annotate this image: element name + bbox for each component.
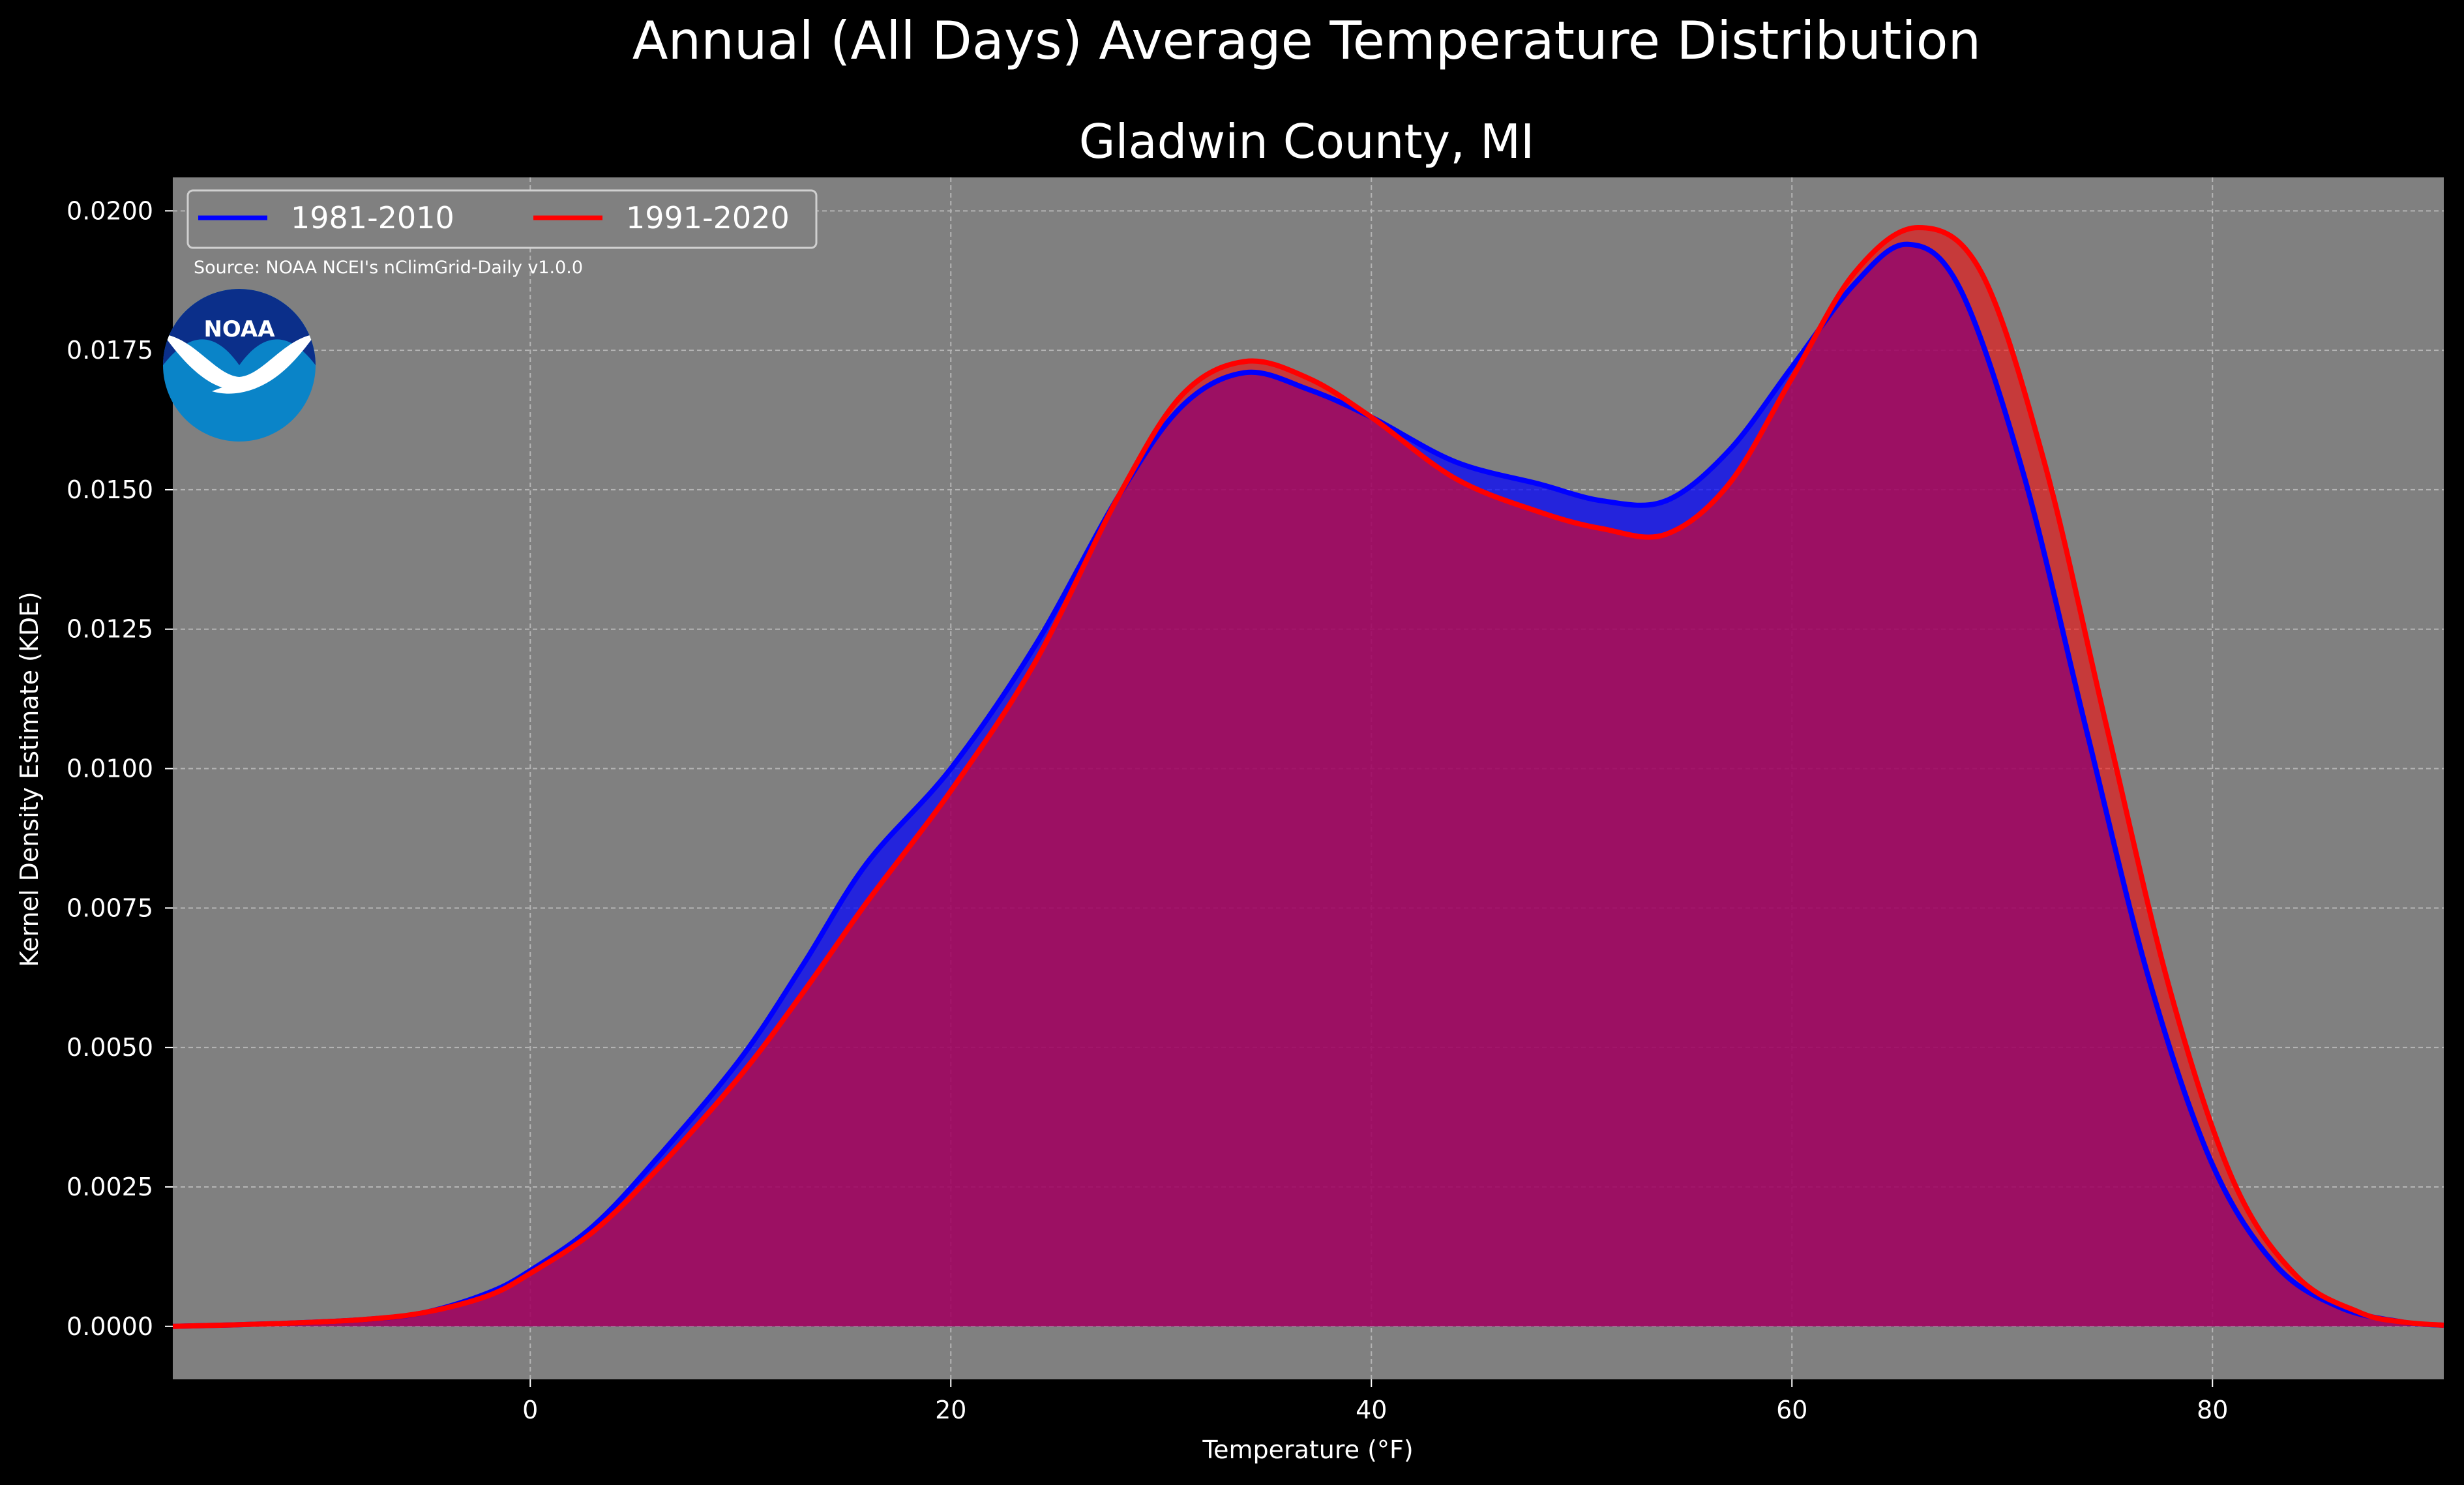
- y-tick-label: 0.0125: [67, 615, 153, 644]
- y-tick-label: 0.0025: [67, 1173, 153, 1201]
- logo-inner-dome: [163, 289, 316, 365]
- y-tick-label: 0.0100: [67, 755, 153, 783]
- area-1991-2020: [173, 227, 2444, 1327]
- y-tick-label: 0.0050: [67, 1033, 153, 1062]
- axis-ticks: 0 20 40 60 80 0.0000 0.0025 0.0050 0.0075 0.0100 0…: [67, 196, 2228, 1424]
- noaa-logo: NOAA: [163, 289, 316, 442]
- x-tick-label: 40: [1356, 1396, 1387, 1424]
- line-1991-2020: [173, 224, 2444, 1329]
- x-tick-label: 0: [522, 1396, 538, 1424]
- series-lines: [173, 224, 2444, 1329]
- y-axis-label: Kernel Density Estimate (KDE): [15, 592, 44, 967]
- chart-subtitle: Gladwin County, MI: [1079, 114, 1535, 169]
- line-1981-2010: [173, 241, 2444, 1329]
- series-areas: [173, 227, 2444, 1327]
- legend-box: [186, 189, 818, 249]
- legend: 1981-2010 1991-2020: [186, 189, 818, 249]
- y-tick-label: 0.0000: [67, 1312, 153, 1341]
- y-tick-label: 0.0200: [67, 196, 153, 225]
- x-tick-label: 80: [2197, 1396, 2228, 1424]
- logo-bird-tail: [212, 378, 274, 394]
- chart-title: Annual (All Days) Average Temperature Di…: [632, 10, 1981, 71]
- legend-label-1991-2020: 1991-2020: [626, 200, 790, 235]
- y-tick-label: 0.0150: [67, 475, 153, 504]
- x-axis-label: Temperature (°F): [1202, 1435, 1413, 1464]
- logo-text: NOAA: [203, 316, 275, 342]
- logo-bird-icon: [163, 334, 316, 391]
- legend-label-1981-2010: 1981-2010: [291, 200, 454, 235]
- x-tick-label: 60: [1776, 1396, 1807, 1424]
- y-tick-label: 0.0175: [67, 336, 153, 365]
- source-note: Source: NOAA NCEI's nClimGrid-Daily v1.0…: [194, 258, 583, 278]
- x-tick-label: 20: [935, 1396, 966, 1424]
- y-tick-label: 0.0075: [67, 893, 153, 922]
